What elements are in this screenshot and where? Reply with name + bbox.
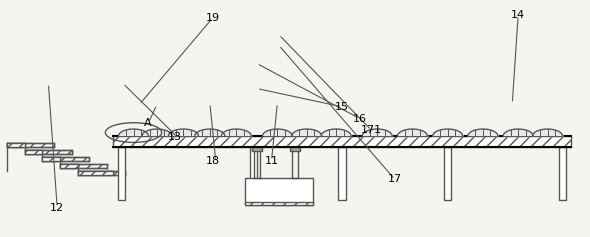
Text: 12: 12 xyxy=(50,202,64,213)
Text: 18: 18 xyxy=(206,156,220,166)
Polygon shape xyxy=(7,143,25,147)
Polygon shape xyxy=(245,202,313,205)
Polygon shape xyxy=(25,150,42,154)
Text: 17: 17 xyxy=(388,174,402,184)
Text: A: A xyxy=(145,118,152,128)
Polygon shape xyxy=(42,157,60,161)
Polygon shape xyxy=(78,171,113,175)
FancyBboxPatch shape xyxy=(559,147,566,201)
Polygon shape xyxy=(7,143,113,175)
FancyBboxPatch shape xyxy=(25,150,72,154)
FancyBboxPatch shape xyxy=(250,147,257,201)
Text: 11: 11 xyxy=(264,156,278,166)
FancyBboxPatch shape xyxy=(7,143,54,147)
FancyBboxPatch shape xyxy=(118,147,125,201)
FancyBboxPatch shape xyxy=(42,157,90,161)
FancyBboxPatch shape xyxy=(339,147,346,201)
FancyBboxPatch shape xyxy=(444,147,451,201)
Text: 13: 13 xyxy=(168,132,182,142)
FancyBboxPatch shape xyxy=(60,164,107,168)
Text: 16: 16 xyxy=(353,114,366,123)
Text: 19: 19 xyxy=(206,13,220,23)
Polygon shape xyxy=(60,164,78,169)
FancyBboxPatch shape xyxy=(251,147,262,151)
Text: 15: 15 xyxy=(335,102,349,112)
Text: 171: 171 xyxy=(360,125,382,135)
FancyBboxPatch shape xyxy=(78,171,124,175)
FancyBboxPatch shape xyxy=(290,147,300,151)
Text: 14: 14 xyxy=(511,10,525,20)
Polygon shape xyxy=(113,136,571,147)
FancyBboxPatch shape xyxy=(245,178,313,205)
